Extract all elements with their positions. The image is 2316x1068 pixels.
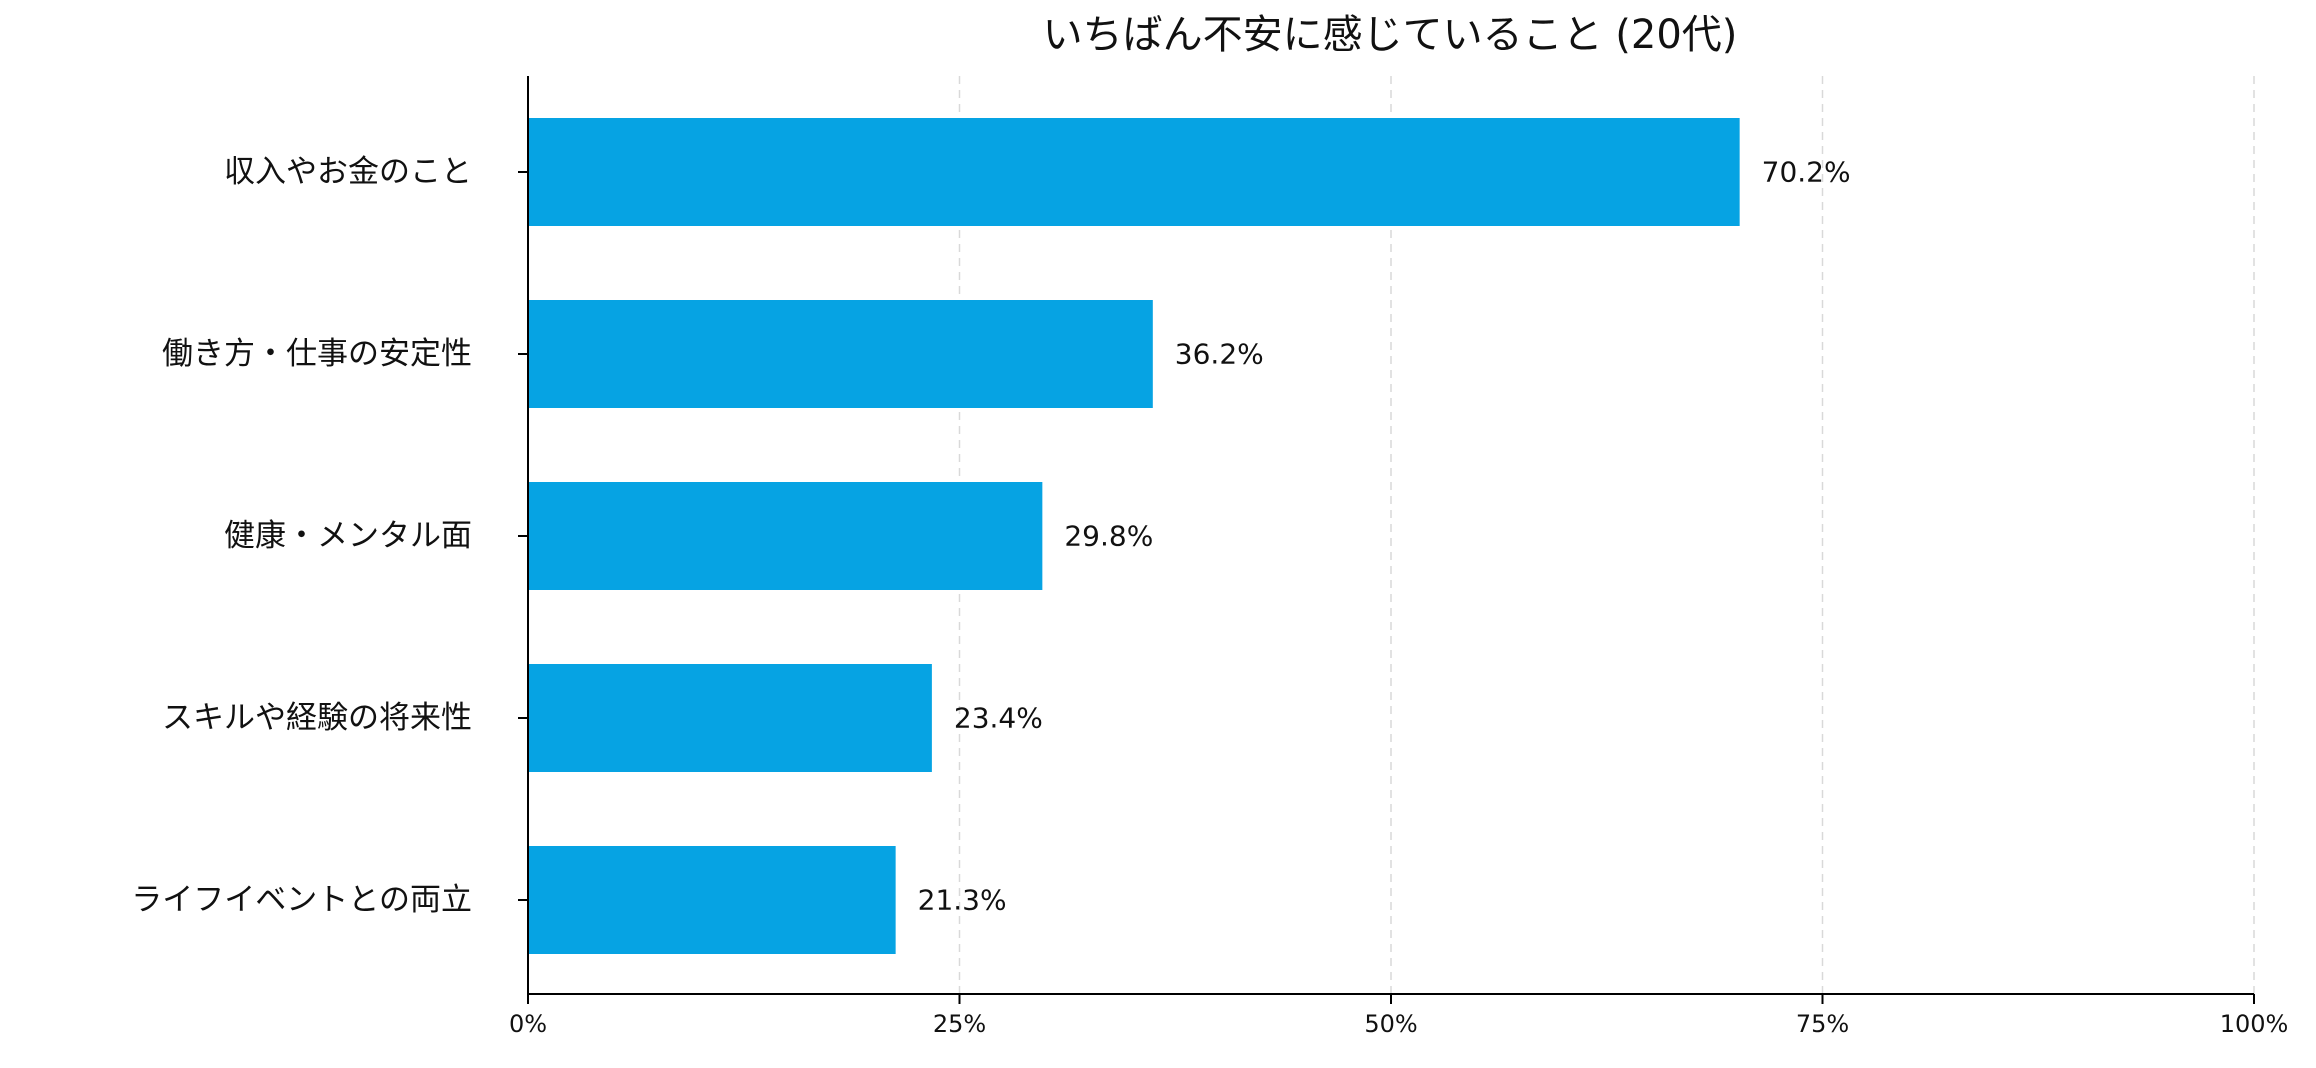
x-tick-label-100: 100% [2220,1010,2289,1038]
labels: 70.2% 収入やお金のこと 36.2% 働き方・仕事の安定性 29.8% 健康・メンタル… [131,154,2288,1038]
category-label-2: 健康・メンタル面 [224,518,472,554]
value-label-4: 21.3% [918,884,1007,917]
axes [518,76,2255,1004]
value-label-3: 23.4% [954,702,1043,735]
x-tick-label-50: 50% [1364,1010,1417,1038]
x-tick-label-75: 75% [1796,1010,1849,1038]
bar-2 [528,482,1043,590]
category-label-4: ライフイベントとの両立 [131,882,472,918]
bar-3 [528,664,932,772]
bar-0 [528,118,1740,226]
category-label-1: 働き方・仕事の安定性 [162,336,472,372]
x-tick-label-25: 25% [933,1010,986,1038]
value-label-1: 36.2% [1175,338,1264,371]
chart-title: いちばん不安に感じていること (20代) [1043,12,1738,58]
value-label-2: 29.8% [1064,520,1153,553]
category-label-3: スキルや経験の将来性 [162,700,472,736]
value-label-0: 70.2% [1762,156,1851,189]
category-label-0: 収入やお金のこと [224,154,472,190]
bars [528,118,1740,954]
x-tick-label-0: 0% [509,1010,547,1038]
bar-4 [528,846,896,954]
bar-1 [528,300,1153,408]
